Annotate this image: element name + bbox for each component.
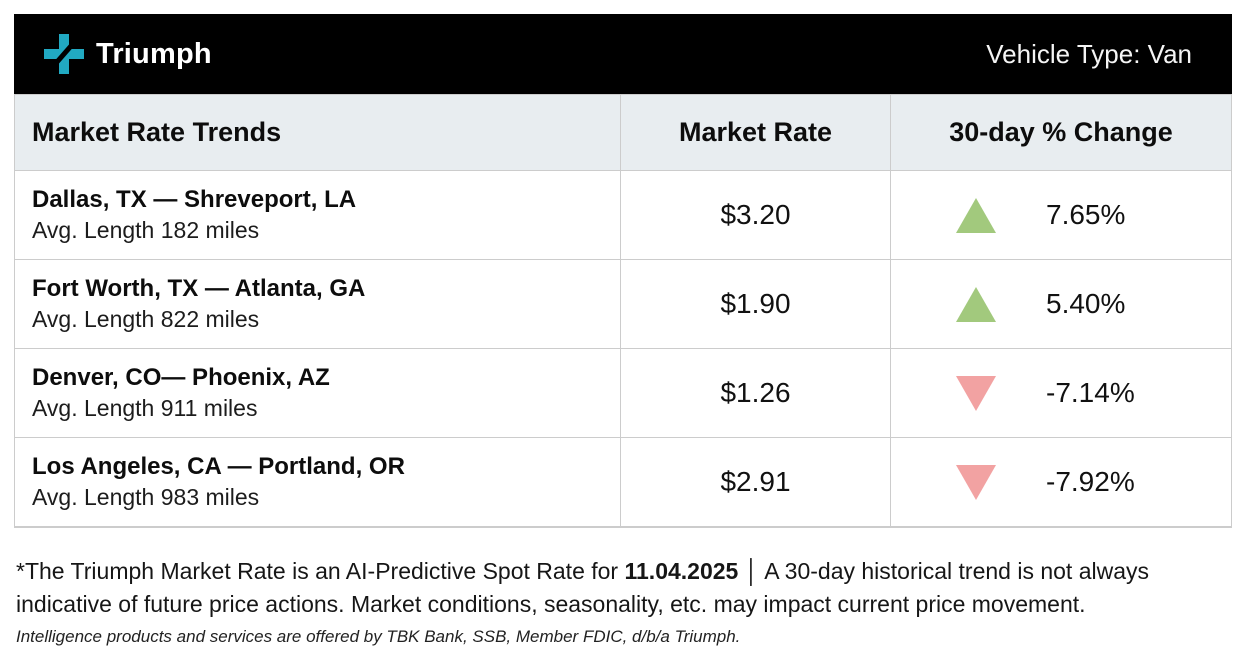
up-triangle-icon <box>956 197 996 233</box>
market-rate-value: $1.26 <box>720 377 791 408</box>
column-header-30-day-change: 30-day % Change <box>949 117 1173 147</box>
change-percent-value: 5.40% <box>1046 288 1126 319</box>
footnote-date: 11.04.2025 <box>624 558 739 584</box>
change-percent-value: -7.92% <box>1046 466 1135 497</box>
route-name: Dallas, TX — Shreveport, LA <box>32 186 357 213</box>
table-row: Dallas, TX — Shreveport, LA Avg. Length … <box>15 171 1231 260</box>
down-triangle-icon <box>956 464 996 500</box>
route-avg-length: Avg. Length 182 miles <box>32 217 260 243</box>
triumph-cross-icon <box>44 34 84 74</box>
route-avg-length: Avg. Length 822 miles <box>32 306 260 332</box>
route-name: Los Angeles, CA — Portland, OR <box>32 453 405 480</box>
footnote-pre: *The Triumph Market Rate is an AI-Predic… <box>16 558 625 584</box>
footnote-text: *The Triumph Market Rate is an AI-Predic… <box>16 555 1226 621</box>
up-triangle-icon <box>956 286 996 322</box>
route-name: Denver, CO— Phoenix, AZ <box>32 364 330 391</box>
route-cell: Fort Worth, TX — Atlanta, GA Avg. Length… <box>15 260 621 348</box>
market-rate-table: Market Rate Trends Market Rate 30-day % … <box>14 94 1232 528</box>
change-indicator: 7.65% <box>956 197 1166 233</box>
table-body: Dallas, TX — Shreveport, LA Avg. Length … <box>15 171 1231 527</box>
footnote-legal: Intelligence products and services are o… <box>16 627 741 646</box>
route-cell: Los Angeles, CA — Portland, OR Avg. Leng… <box>15 438 621 526</box>
change-cell: 7.65% <box>891 171 1231 259</box>
market-rate-value: $1.90 <box>720 288 791 319</box>
footnote-post: │ A 30-day historical trend is not alway… <box>16 558 1150 617</box>
market-rate-cell: $1.90 <box>621 260 891 348</box>
brand-logo: Triumph <box>44 32 212 76</box>
down-triangle-icon <box>956 375 996 411</box>
change-percent-value: -7.14% <box>1046 377 1135 408</box>
route-name: Fort Worth, TX — Atlanta, GA <box>32 275 366 302</box>
table-row: Los Angeles, CA — Portland, OR Avg. Leng… <box>15 438 1231 527</box>
column-header-market-rate: Market Rate <box>621 95 891 170</box>
vehicle-type-label: Vehicle Type: Van <box>986 38 1192 69</box>
market-rate-value: $3.20 <box>720 199 791 230</box>
brand-header: Triumph Vehicle Type: Van <box>14 14 1232 94</box>
market-rate-cell: $2.91 <box>621 438 891 526</box>
change-cell: -7.14% <box>891 349 1231 437</box>
route-avg-length: Avg. Length 911 miles <box>32 395 258 421</box>
route-avg-length: Avg. Length 983 miles <box>32 484 260 510</box>
change-indicator: -7.14% <box>956 375 1166 411</box>
column-header-market-rate-trends: Market Rate Trends <box>15 95 621 170</box>
market-rate-value: $2.91 <box>720 466 791 497</box>
footnote: *The Triumph Market Rate is an AI-Predic… <box>14 555 1232 647</box>
change-indicator: 5.40% <box>956 286 1166 322</box>
route-cell: Denver, CO— Phoenix, AZ Avg. Length 911 … <box>15 349 621 437</box>
market-rate-cell: $1.26 <box>621 349 891 437</box>
change-cell: 5.40% <box>891 260 1231 348</box>
market-rate-cell: $3.20 <box>621 171 891 259</box>
change-indicator: -7.92% <box>956 464 1166 500</box>
table-header-row: Market Rate Trends Market Rate 30-day % … <box>15 95 1231 171</box>
brand-name: Triumph <box>96 37 212 70</box>
change-percent-value: 7.65% <box>1046 199 1126 230</box>
change-cell: -7.92% <box>891 438 1231 526</box>
route-cell: Dallas, TX — Shreveport, LA Avg. Length … <box>15 171 621 259</box>
table-row: Denver, CO— Phoenix, AZ Avg. Length 911 … <box>15 349 1231 438</box>
table-row: Fort Worth, TX — Atlanta, GA Avg. Length… <box>15 260 1231 349</box>
